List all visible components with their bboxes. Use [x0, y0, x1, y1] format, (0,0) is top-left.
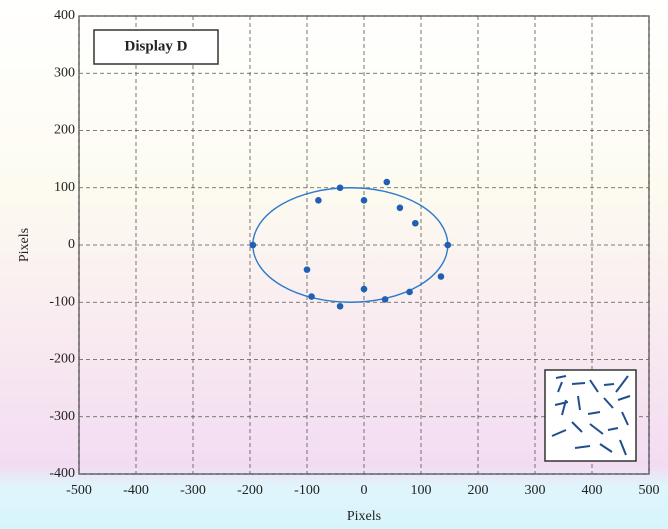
data-point — [304, 266, 311, 273]
y-axis-label: Pixels — [17, 228, 32, 262]
y-tick-label: 0 — [68, 237, 75, 252]
x-tick-label: -100 — [294, 483, 320, 498]
chart: Display D Pixels Pixels -500 -400 -300 -200… — [0, 0, 668, 529]
data-point — [337, 184, 344, 191]
y-tick-label: -400 — [49, 466, 75, 481]
x-axis-label: Pixels — [347, 509, 381, 524]
x-tick-label: 200 — [468, 483, 489, 498]
data-point — [412, 220, 419, 227]
inset-icon — [545, 370, 636, 461]
y-tick-label: -200 — [49, 352, 75, 367]
data-point — [308, 293, 315, 300]
data-point — [382, 296, 389, 303]
data-point — [361, 286, 368, 293]
y-tick-label: 200 — [54, 123, 75, 138]
x-tick-label: -400 — [123, 483, 149, 498]
data-point — [337, 303, 344, 310]
data-point — [361, 197, 368, 204]
y-tick-label: 100 — [54, 180, 75, 195]
x-tick-label: -300 — [180, 483, 206, 498]
data-point — [406, 289, 413, 296]
page: {"chart_data": {"type": "scatter", "titl… — [0, 0, 668, 529]
y-tick-label: 400 — [54, 8, 75, 23]
x-tick-label: -500 — [66, 483, 92, 498]
x-tick-label: 500 — [639, 483, 660, 498]
x-tick-label: 100 — [411, 483, 432, 498]
data-point — [397, 204, 404, 211]
data-point — [315, 197, 322, 204]
x-tick-label: 0 — [361, 483, 368, 498]
data-point — [384, 179, 391, 186]
x-tick-label: -200 — [237, 483, 263, 498]
y-tick-label: 300 — [54, 65, 75, 80]
data-point — [438, 273, 445, 280]
x-tick-label: 400 — [582, 483, 603, 498]
y-tick-label: -100 — [49, 294, 75, 309]
x-tick-label: 300 — [525, 483, 546, 498]
data-point — [444, 242, 451, 249]
data-point — [250, 242, 257, 249]
y-tick-label: -300 — [49, 409, 75, 424]
chart-title: Display D — [125, 38, 188, 54]
